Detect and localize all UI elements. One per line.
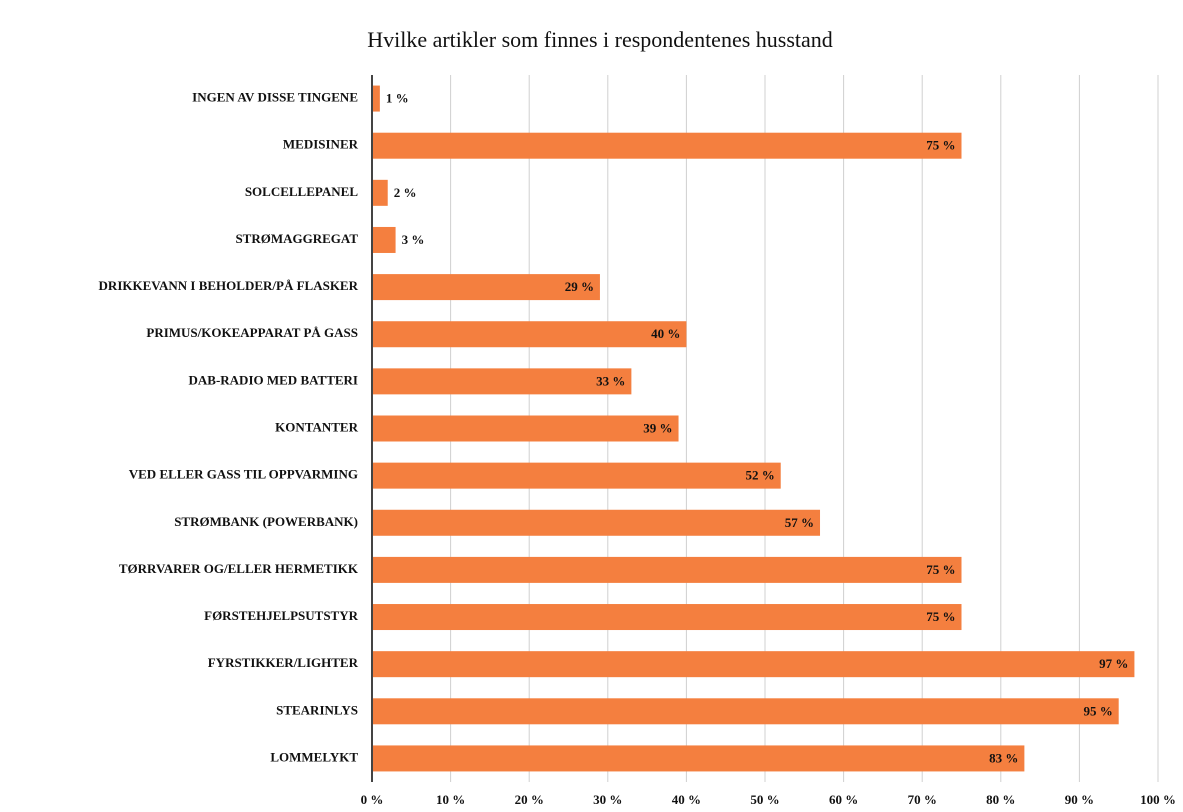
y-tick-label: DAB-RADIO MED BATTERI (189, 372, 359, 387)
x-tick-label: 80 % (986, 792, 1015, 807)
value-label: 75 % (926, 138, 955, 153)
value-label: 40 % (651, 326, 680, 341)
y-tick-label: FYRSTIKKER/LIGHTER (208, 655, 359, 670)
x-tick-label: 10 % (436, 792, 465, 807)
x-tick-label: 20 % (515, 792, 544, 807)
y-tick-label: STEARINLYS (276, 702, 358, 717)
value-label: 1 % (386, 91, 409, 106)
x-tick-label: 70 % (908, 792, 937, 807)
y-tick-label: DRIKKEVANN I BEHOLDER/PÅ FLASKER (99, 278, 359, 293)
bar (372, 321, 687, 348)
y-tick-label: STRØMAGGREGAT (235, 231, 358, 246)
value-label: 3 % (402, 232, 425, 247)
bar (372, 604, 962, 631)
value-label: 39 % (643, 420, 672, 435)
x-tick-label: 100 % (1140, 792, 1176, 807)
x-tick-label: 30 % (593, 792, 622, 807)
y-tick-label: MEDISINER (283, 137, 359, 152)
bar (372, 226, 396, 253)
bar (372, 368, 632, 395)
value-label: 75 % (926, 562, 955, 577)
x-tick-label: 50 % (750, 792, 779, 807)
x-tick-label: 60 % (829, 792, 858, 807)
value-label: 95 % (1083, 703, 1112, 718)
value-label: 52 % (745, 468, 774, 483)
y-tick-label: STRØMBANK (POWERBANK) (174, 514, 358, 529)
bar (372, 179, 388, 206)
bar (372, 698, 1119, 725)
value-label: 97 % (1099, 656, 1128, 671)
y-tick-label: FØRSTEHJELPSUTSTYR (204, 608, 358, 623)
y-tick-label: KONTANTER (275, 419, 358, 434)
y-tick-label: LOMMELYKT (270, 749, 358, 764)
y-tick-label: TØRRVARER OG/ELLER HERMETIKK (119, 561, 359, 576)
value-label: 83 % (989, 750, 1018, 765)
chart-title: Hvilke artikler som finnes i respondente… (367, 27, 833, 52)
y-tick-label: INGEN AV DISSE TINGENE (192, 90, 358, 105)
y-tick-label: VED ELLER GASS TIL OPPVARMING (129, 467, 358, 482)
bar (372, 132, 962, 159)
bar (372, 651, 1135, 678)
bar (372, 85, 380, 112)
value-label: 75 % (926, 609, 955, 624)
y-tick-label: PRIMUS/KOKEAPPARAT PÅ GASS (146, 325, 358, 340)
x-tick-label: 0 % (361, 792, 384, 807)
bar (372, 462, 781, 489)
bar (372, 556, 962, 583)
bar (372, 745, 1025, 772)
bar (372, 274, 600, 301)
value-label: 29 % (565, 279, 594, 294)
bar (372, 415, 679, 442)
value-label: 57 % (785, 515, 814, 530)
y-tick-label: SOLCELLEPANEL (245, 184, 359, 199)
x-tick-label: 90 % (1065, 792, 1094, 807)
value-label: 33 % (596, 373, 625, 388)
value-label: 2 % (394, 185, 417, 200)
bar (372, 509, 821, 536)
x-tick-label: 40 % (672, 792, 701, 807)
